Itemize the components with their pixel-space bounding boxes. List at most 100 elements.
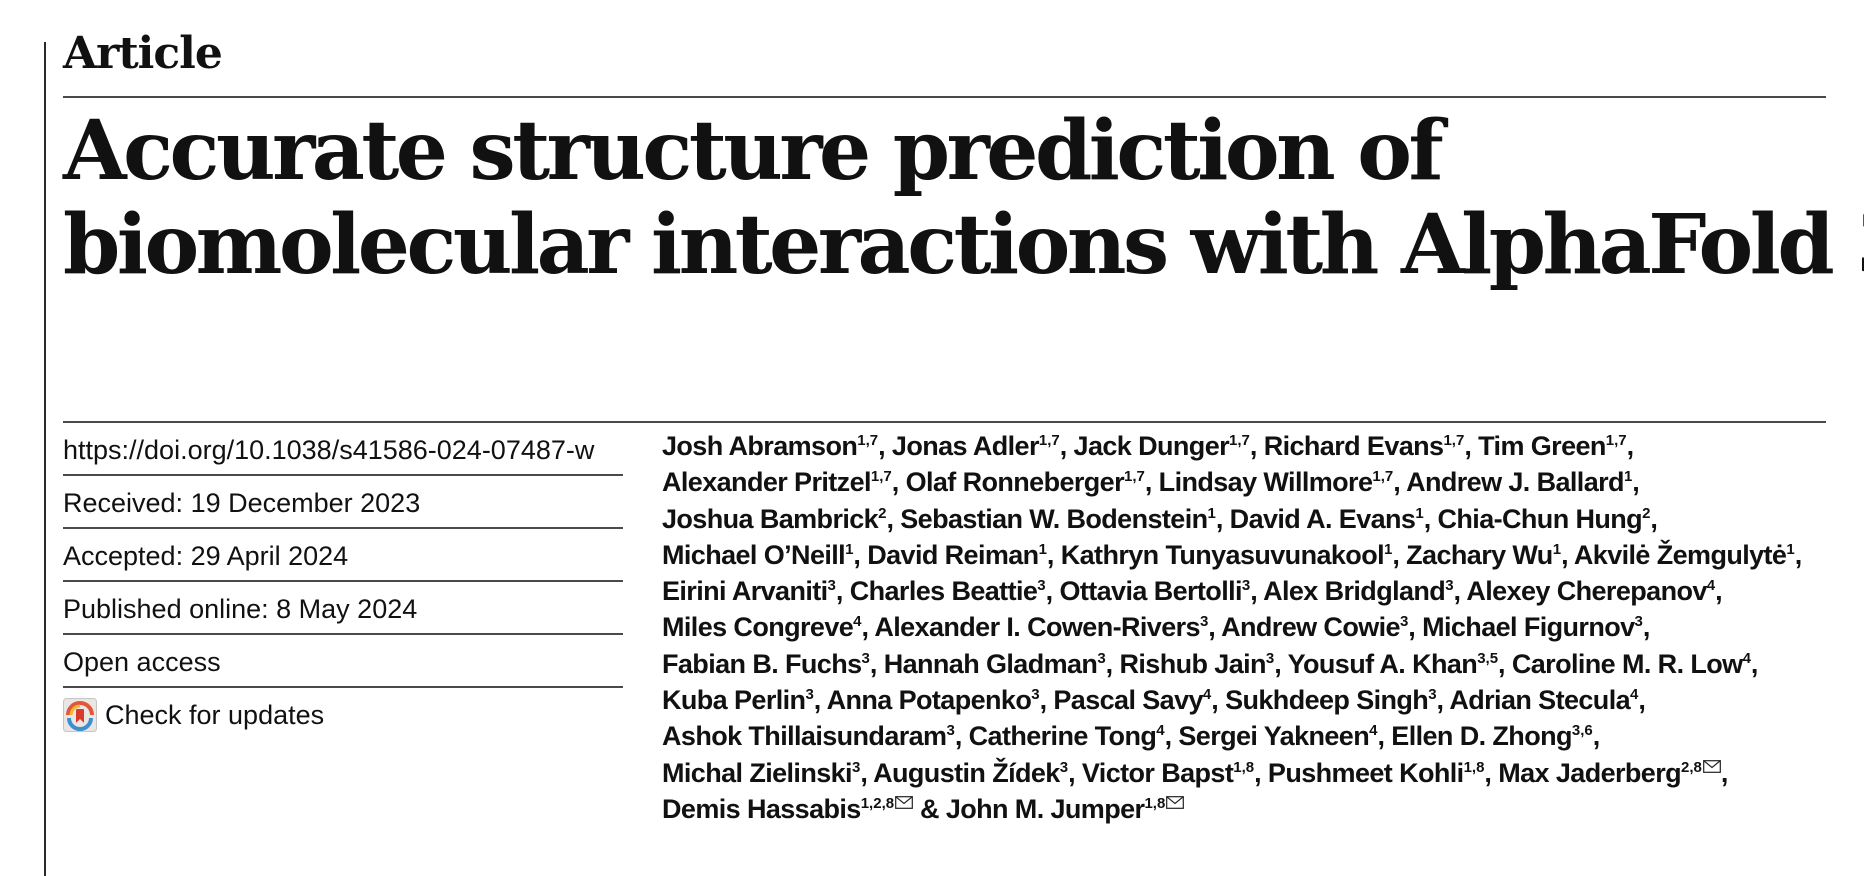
author-name[interactable]: Chia-Chun Hung2 [1438, 504, 1651, 534]
title-line-1: Accurate structure prediction of [63, 103, 1444, 199]
author-name[interactable]: Richard Evans1,7 [1264, 431, 1465, 461]
accepted-date: Accepted: 29 April 2024 [63, 529, 623, 582]
affiliation-superscript: 4 [1706, 577, 1716, 595]
check-for-updates-button[interactable]: Check for updates [63, 688, 623, 741]
affiliation-superscript: 1,7 [1605, 432, 1627, 449]
author-name[interactable]: Max Jaderberg2,8 [1498, 758, 1721, 788]
affiliation-superscript: 3 [861, 649, 870, 667]
author-line: Demis Hassabis1,2,8 & John M. Jumper1,8 [662, 791, 1822, 827]
email-icon[interactable] [1702, 759, 1721, 773]
author-line: Joshua Bambrick2, Sebastian W. Bodenstei… [662, 503, 1658, 534]
affiliation-superscript: 3 [1059, 758, 1069, 776]
author-name[interactable]: Rishub Jain3 [1119, 649, 1274, 679]
email-icon[interactable] [895, 796, 913, 809]
author-name[interactable]: Andrew Cowie3 [1221, 612, 1408, 642]
author-name[interactable]: Victor Bapst1,8 [1082, 758, 1254, 788]
author-name-text: Pushmeet Kohli [1267, 757, 1464, 788]
affiliation-superscript: 1,7 [1038, 432, 1060, 449]
affiliation-superscript: 4 [1742, 649, 1751, 667]
affiliation-superscript: 2 [1642, 504, 1651, 522]
author-name-text: Augustin Žídek [873, 757, 1060, 788]
author-name[interactable]: Josh Abramson1,7 [662, 431, 878, 461]
author-name[interactable]: Ottavia Bertolli3 [1059, 576, 1250, 606]
affiliation-superscript: 1 [1415, 504, 1424, 522]
author-name[interactable]: Andrew J. Ballard1 [1406, 467, 1632, 497]
check-for-updates-label: Check for updates [105, 699, 325, 730]
author-line: Michal Zielinski3, Augustin Žídek3, Vict… [662, 757, 1728, 788]
author-name[interactable]: David A. Evans1 [1230, 504, 1424, 534]
author-name[interactable]: Anna Potapenko3 [827, 685, 1040, 715]
author-name[interactable]: Kuba Perlin3 [662, 685, 814, 715]
affiliation-superscript: 3 [1428, 686, 1437, 704]
author-name-text: Max Jaderberg [1498, 757, 1682, 788]
author-name[interactable]: Michael Figurnov3 [1422, 612, 1643, 642]
author-name[interactable]: Fabian B. Fuchs3 [662, 649, 870, 679]
author-name-text: Ellen D. Zhong [1391, 721, 1572, 752]
author-line: Michael O’Neill1, David Reiman1, Kathryn… [662, 539, 1802, 570]
author-name-text: Michal Zielinski [662, 757, 853, 788]
author-name-text: Michael Figurnov [1422, 612, 1635, 643]
author-name[interactable]: Alexey Cherepanov4 [1466, 576, 1715, 606]
author-name-text: Jonas Adler [891, 431, 1040, 461]
affiliation-superscript: 2,8 [1681, 758, 1702, 776]
author-name[interactable]: Pascal Savy4 [1053, 685, 1211, 715]
affiliation-superscript: 1 [1552, 540, 1562, 558]
author-name[interactable]: Ellen D. Zhong3,6 [1391, 721, 1592, 751]
author-name[interactable]: Sukhdeep Singh3 [1225, 685, 1436, 715]
author-name[interactable]: John M. Jumper1,8 [945, 793, 1185, 824]
open-access-label: Open access [63, 635, 623, 688]
author-name[interactable]: Pushmeet Kohli1,8 [1268, 758, 1485, 788]
author-name[interactable]: Akvilė Žemgulytė1 [1574, 540, 1795, 570]
author-name-text: Ashok Thillaisundaram [662, 721, 947, 752]
author-name[interactable]: David Reiman1 [867, 540, 1047, 570]
author-name[interactable]: Alexander Pritzel1,7 [662, 467, 892, 497]
author-name[interactable]: Ashok Thillaisundaram3 [662, 721, 955, 751]
author-name[interactable]: Alex Bridgland3 [1263, 576, 1453, 606]
author-name[interactable]: Tim Green1,7 [1478, 431, 1627, 461]
author-name[interactable]: Joshua Bambrick2 [662, 504, 886, 534]
author-name[interactable]: Jonas Adler1,7 [892, 431, 1060, 461]
author-name-text: Anna Potapenko [826, 685, 1032, 716]
affiliation-superscript: 4 [853, 613, 862, 631]
author-name-text: Lindsay Willmore [1158, 467, 1373, 498]
author-name-text: Rishub Jain [1119, 648, 1266, 679]
author-name[interactable]: Adrian Stecula4 [1449, 685, 1638, 715]
author-name[interactable]: Miles Congreve4 [662, 612, 862, 642]
author-line: Josh Abramson1,7, Jonas Adler1,7, Jack D… [662, 431, 1634, 461]
author-name-text: Olaf Ronneberger [905, 467, 1125, 498]
affiliation-superscript: 3 [1445, 577, 1454, 595]
affiliation-superscript: 1,8 [1463, 758, 1485, 776]
author-name-text: John M. Jumper [945, 793, 1145, 824]
author-name[interactable]: Jack Dunger1,7 [1074, 431, 1250, 461]
author-name[interactable]: Augustin Žídek3 [873, 758, 1068, 788]
left-margin-rule [44, 42, 46, 876]
affiliation-superscript: 1 [1623, 468, 1633, 486]
author-name-text: Andrew J. Ballard [1406, 467, 1624, 498]
author-name[interactable]: Zachary Wu1 [1406, 540, 1561, 570]
author-name[interactable]: Demis Hassabis1,2,8 [662, 794, 913, 824]
author-name[interactable]: Kathryn Tunyasuvunakool1 [1061, 540, 1393, 570]
author-name[interactable]: Sergei Yakneen4 [1178, 721, 1377, 751]
doi-link[interactable]: https://doi.org/10.1038/s41586-024-07487… [63, 435, 595, 465]
email-icon[interactable] [1166, 796, 1185, 809]
author-name[interactable]: Olaf Ronneberger1,7 [906, 467, 1145, 497]
author-name[interactable]: Michal Zielinski3 [662, 758, 860, 788]
affiliation-superscript: 3 [1037, 577, 1046, 595]
author-name[interactable]: Catherine Tong4 [969, 721, 1165, 751]
affiliation-superscript: 1,7 [1229, 432, 1250, 449]
author-name[interactable]: Sebastian W. Bodenstein1 [900, 504, 1216, 534]
author-name[interactable]: Alexander I. Cowen-Rivers3 [874, 612, 1208, 642]
affiliation-superscript: 3 [1399, 613, 1409, 631]
author-name[interactable]: Yousuf A. Khan3,5 [1288, 649, 1498, 679]
author-name-text: Chia-Chun Hung [1437, 503, 1643, 534]
author-name[interactable]: Eirini Arvaniti3 [662, 576, 836, 606]
author-name[interactable]: Caroline M. R. Low4 [1512, 649, 1751, 679]
author-name-text: Alexey Cherepanov [1466, 576, 1707, 607]
author-name[interactable]: Lindsay Willmore1,7 [1159, 467, 1394, 497]
author-name-text: Josh Abramson [662, 431, 858, 461]
author-name[interactable]: Charles Beattie3 [850, 576, 1046, 606]
author-name[interactable]: Hannah Gladman3 [884, 649, 1106, 679]
affiliation-superscript: 4 [1202, 686, 1212, 704]
author-name[interactable]: Michael O’Neill1 [662, 540, 853, 570]
author-name-text: Alexander I. Cowen-Rivers [874, 612, 1200, 643]
